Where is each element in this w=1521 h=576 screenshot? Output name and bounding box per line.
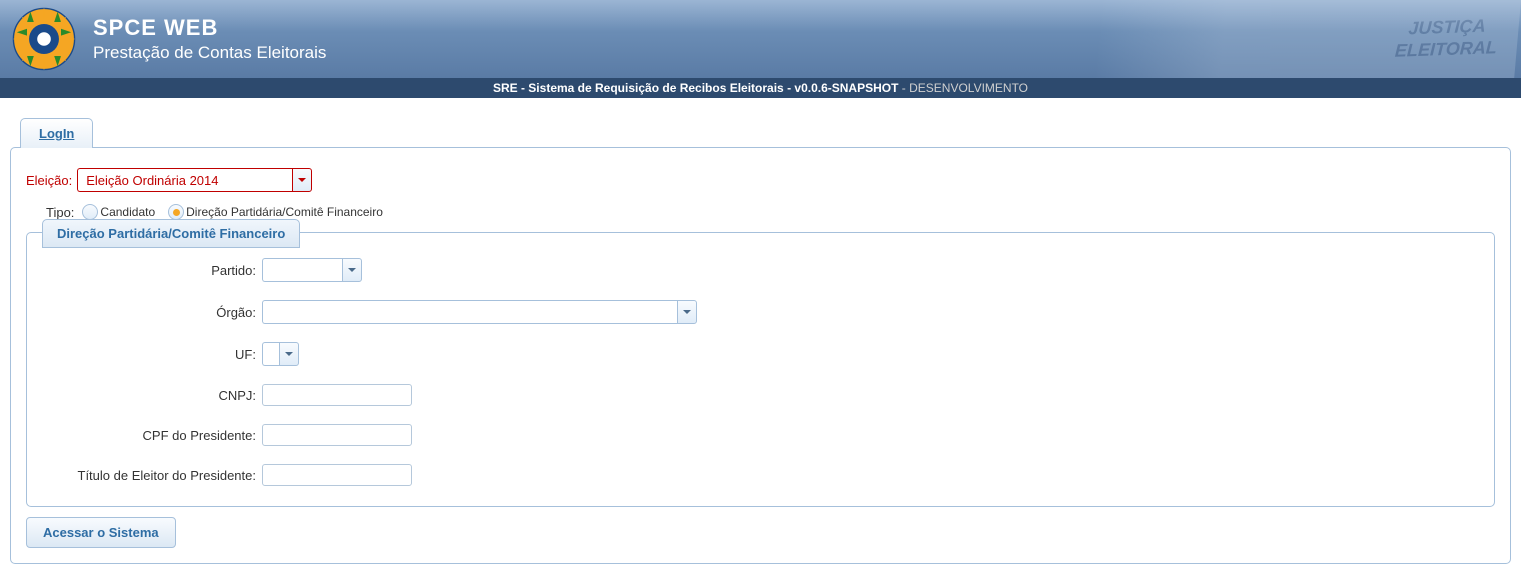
cnpj-label: CNPJ:: [42, 388, 262, 403]
acessar-button[interactable]: Acessar o Sistema: [26, 517, 176, 548]
tab-container: LogIn Eleição: Tipo: Candidato: [10, 118, 1511, 564]
eleicao-row: Eleição:: [26, 168, 1495, 192]
app-header: SPCE WEB Prestação de Contas Eleitorais …: [0, 0, 1521, 78]
orgao-row: Órgão:: [42, 300, 1479, 324]
partido-combo[interactable]: [262, 258, 362, 282]
eleicao-combo[interactable]: [77, 168, 312, 192]
brazil-emblem: [10, 5, 78, 73]
uf-row: UF:: [42, 342, 1479, 366]
radio-candidato-label: Candidato: [100, 205, 155, 219]
tipo-row: Tipo: Candidato Direção Partidária/Comit…: [46, 204, 1495, 220]
uf-dropdown-button[interactable]: [279, 342, 299, 366]
uf-combo[interactable]: [262, 342, 299, 366]
partido-dropdown-button[interactable]: [342, 258, 362, 282]
environment-label: - DESENVOLVIMENTO: [898, 81, 1028, 95]
radio-candidato[interactable]: Candidato: [82, 204, 155, 220]
orgao-label: Órgão:: [42, 305, 262, 320]
orgao-dropdown-button[interactable]: [677, 300, 697, 324]
subheader-bar: SRE - Sistema de Requisição de Recibos E…: [0, 78, 1521, 98]
radio-direcao[interactable]: Direção Partidária/Comitê Financeiro: [168, 204, 383, 220]
main-content: LogIn Eleição: Tipo: Candidato: [0, 98, 1521, 574]
watermark-line-2: ELEITORAL: [1395, 37, 1498, 62]
titulo-row: Título de Eleitor do Presidente:: [42, 464, 1479, 486]
uf-label: UF:: [42, 347, 262, 362]
radio-icon: [82, 204, 98, 220]
fieldset-legend: Direção Partidária/Comitê Financeiro: [42, 219, 300, 248]
orgao-combo[interactable]: [262, 300, 697, 324]
tab-login[interactable]: LogIn: [20, 118, 93, 148]
chevron-down-icon: [298, 178, 306, 182]
cpf-input[interactable]: [262, 424, 412, 446]
eleicao-input[interactable]: [77, 168, 292, 192]
eleicao-label: Eleição:: [26, 173, 72, 188]
titulo-label: Título de Eleitor do Presidente:: [42, 468, 262, 483]
chevron-down-icon: [285, 352, 293, 356]
radio-direcao-label: Direção Partidária/Comitê Financeiro: [186, 205, 383, 219]
partido-row: Partido:: [42, 258, 1479, 282]
chevron-down-icon: [683, 310, 691, 314]
titulo-input[interactable]: [262, 464, 412, 486]
app-title: SPCE WEB: [93, 15, 326, 41]
cpf-row: CPF do Presidente:: [42, 424, 1479, 446]
login-panel: Eleição: Tipo: Candidato Direção Partidá…: [10, 147, 1511, 564]
cnpj-row: CNPJ:: [42, 384, 1479, 406]
cnpj-input[interactable]: [262, 384, 412, 406]
header-text: SPCE WEB Prestação de Contas Eleitorais: [93, 15, 326, 63]
tipo-label: Tipo:: [46, 205, 74, 220]
cpf-label: CPF do Presidente:: [42, 428, 262, 443]
eleicao-dropdown-button[interactable]: [292, 168, 312, 192]
orgao-input[interactable]: [262, 300, 677, 324]
header-watermark: JUSTIÇA ELEITORAL: [1094, 0, 1521, 78]
app-subtitle: Prestação de Contas Eleitorais: [93, 43, 326, 63]
chevron-down-icon: [348, 268, 356, 272]
partido-input[interactable]: [262, 258, 342, 282]
direcao-fieldset: Direção Partidária/Comitê Financeiro Par…: [26, 232, 1495, 507]
system-name-version: SRE - Sistema de Requisição de Recibos E…: [493, 81, 898, 95]
partido-label: Partido:: [42, 263, 262, 278]
radio-icon-selected: [168, 204, 184, 220]
uf-input[interactable]: [262, 342, 279, 366]
